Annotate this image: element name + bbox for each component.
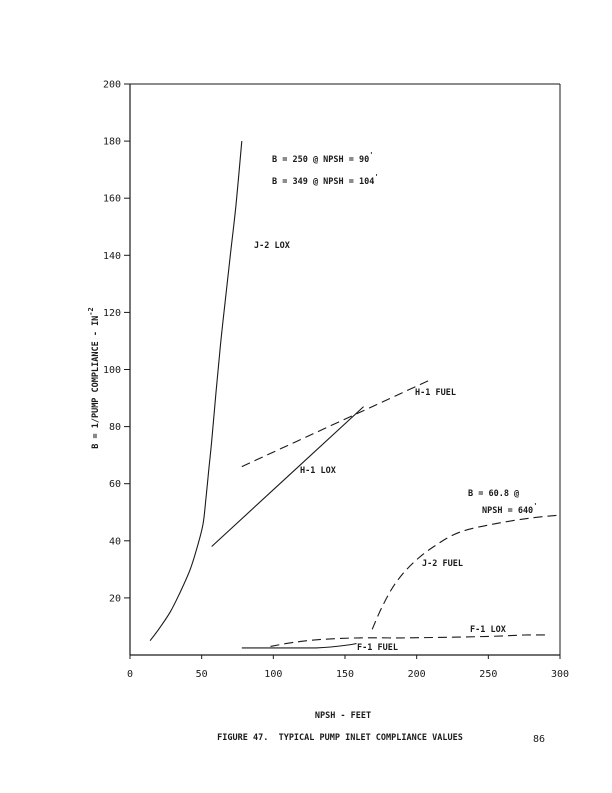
x-tick-label: 0 xyxy=(127,669,133,680)
series-label-h1-fuel: H-1 FUEL xyxy=(415,388,456,398)
x-tick-label: 100 xyxy=(264,669,282,680)
x-tick-label: 150 xyxy=(336,669,354,680)
series-label-f1-lox: F-1 LOX xyxy=(470,625,506,635)
annotation-j2-fuel-line-2: NPSH = 640' xyxy=(482,502,537,516)
x-axis-title: NPSH - FEET xyxy=(315,711,371,721)
series-line-h-1-lox xyxy=(211,406,364,547)
series-line-j-2-lox xyxy=(149,141,243,642)
series-label-j2-lox: J-2 LOX xyxy=(254,241,290,251)
figure-caption: FIGURE 47. TYPICAL PUMP INLET COMPLIANCE… xyxy=(217,733,463,743)
series-label-h1-lox: H-1 LOX xyxy=(300,466,336,476)
y-tick-label: 40 xyxy=(109,536,121,547)
series-lines xyxy=(149,141,561,649)
page-number: 86 xyxy=(533,734,545,745)
y-tick-label: 80 xyxy=(109,422,121,433)
y-tick-label: 100 xyxy=(103,365,121,376)
tick-marks xyxy=(124,83,561,659)
y-axis-title-superscript: -2 xyxy=(87,307,95,315)
annotation-j2-lox-line-2: B = 349 @ NPSH = 104' xyxy=(272,173,379,187)
series-label-j2-fuel: J-2 FUEL xyxy=(422,559,463,569)
y-tick-label: 160 xyxy=(103,194,121,205)
x-tick-label: 200 xyxy=(408,669,426,680)
series-line-j-2-fuel xyxy=(371,514,561,630)
series-line-h-1-fuel xyxy=(241,380,429,468)
y-tick-label: 60 xyxy=(109,479,121,490)
x-tick-label: 50 xyxy=(196,669,208,680)
series-line-f-1-lox xyxy=(270,634,551,647)
series-line-f-1-fuel xyxy=(241,643,357,649)
series-label-f1-fuel: F-1 FUEL xyxy=(357,643,398,653)
y-tick-label: 120 xyxy=(103,308,121,319)
y-tick-label: 180 xyxy=(103,137,121,148)
x-tick-label: 300 xyxy=(551,669,569,680)
annotation-j2-fuel-line-1: B = 60.8 @ xyxy=(468,489,519,499)
y-tick-label: 200 xyxy=(103,80,121,91)
y-axis-title-main: B = 1/PUMP COMPLIANCE - IN xyxy=(91,316,101,449)
y-tick-label: 20 xyxy=(109,593,121,604)
annotation-j2-lox-line-1: B = 250 @ NPSH = 90' xyxy=(272,151,373,165)
y-axis-title: B = 1/PUMP COMPLIANCE - IN-2 xyxy=(87,307,101,449)
x-tick-label: 250 xyxy=(479,669,497,680)
y-tick-label: 140 xyxy=(103,251,121,262)
tick-labels: 20 40 60 80 100 120 140 160 180 200 0 50 100 150 200 25… xyxy=(103,80,569,681)
axes xyxy=(129,83,561,656)
